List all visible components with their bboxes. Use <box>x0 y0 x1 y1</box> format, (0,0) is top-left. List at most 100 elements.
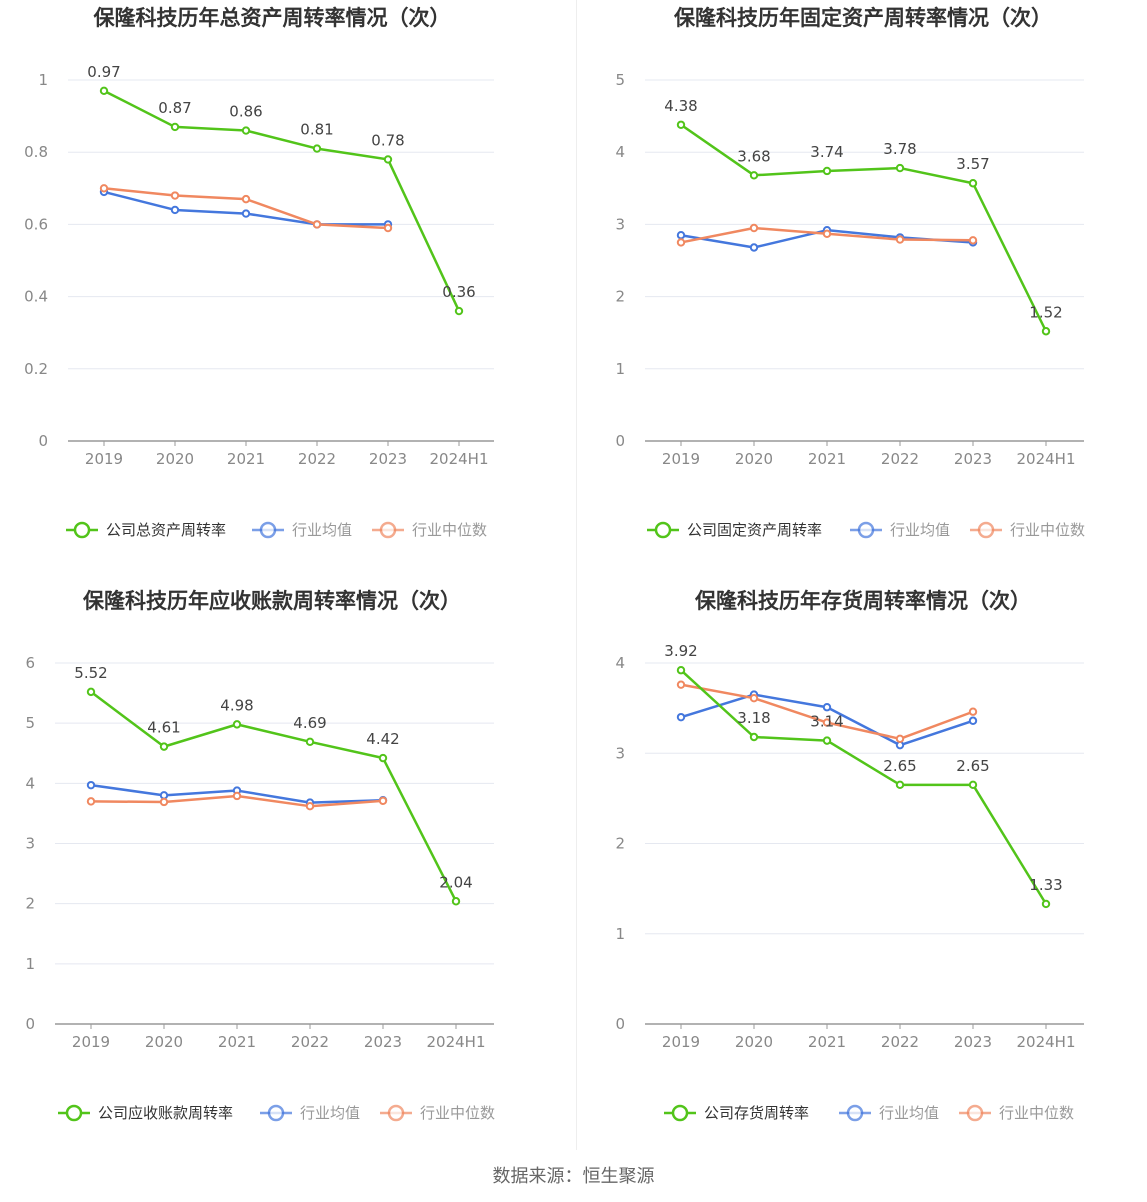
legend-marker-icon <box>65 1104 83 1122</box>
data-label: 3.78 <box>883 140 916 158</box>
data-point-median[interactable] <box>305 801 315 811</box>
data-point-company[interactable] <box>895 780 905 790</box>
data-point-avg[interactable] <box>822 703 832 712</box>
y-tick-label: 1 <box>615 360 625 378</box>
data-point-avg[interactable] <box>676 231 686 240</box>
data-point-median[interactable] <box>86 797 96 806</box>
data-point-company[interactable] <box>451 897 461 906</box>
data-point-median[interactable] <box>895 235 905 244</box>
x-tick-label: 2019 <box>662 450 700 468</box>
legend-item-median[interactable]: 行业中位数 <box>372 521 487 539</box>
data-point-avg[interactable] <box>749 243 759 252</box>
legend-item-company[interactable]: 公司固定资产周转率 <box>647 521 822 539</box>
data-point-median[interactable] <box>895 734 905 744</box>
x-tick-label: 2022 <box>291 1033 329 1051</box>
y-tick-label: 3 <box>615 744 625 762</box>
data-point-median[interactable] <box>241 194 251 204</box>
data-point-company[interactable] <box>378 753 388 763</box>
data-point-company[interactable] <box>749 171 759 180</box>
legend-item-company[interactable]: 公司存货周转率 <box>664 1104 809 1122</box>
data-point-company[interactable] <box>749 732 759 742</box>
data-point-company[interactable] <box>241 126 251 135</box>
legend-item-avg[interactable]: 行业均值 <box>839 1104 939 1122</box>
legend-marker-icon <box>387 1104 405 1122</box>
data-point-median[interactable] <box>968 236 978 245</box>
legend-item-avg[interactable]: 行业均值 <box>252 521 352 539</box>
data-label: 0.78 <box>371 131 404 149</box>
data-label: 3.92 <box>664 642 697 660</box>
data-point-company[interactable] <box>305 737 315 747</box>
data-point-company[interactable] <box>232 720 242 729</box>
data-point-avg[interactable] <box>968 716 978 725</box>
data-label: 2.04 <box>439 873 472 891</box>
data-point-median[interactable] <box>822 718 832 727</box>
data-point-company[interactable] <box>99 86 109 96</box>
x-tick-label: 2021 <box>808 450 846 468</box>
x-tick-label: 2019 <box>85 450 123 468</box>
data-point-median[interactable] <box>968 707 978 716</box>
data-point-median[interactable] <box>312 220 322 229</box>
y-tick-label: 4 <box>615 654 625 672</box>
data-point-company[interactable] <box>1041 327 1051 336</box>
data-point-company[interactable] <box>454 306 464 316</box>
y-tick-label: 2 <box>25 895 35 913</box>
legend-label: 公司存货周转率 <box>704 1104 809 1122</box>
data-point-median[interactable] <box>232 791 242 801</box>
legend-item-median[interactable]: 行业中位数 <box>959 1104 1074 1122</box>
data-point-median[interactable] <box>99 184 109 193</box>
data-point-company[interactable] <box>968 179 978 188</box>
legend-item-company[interactable]: 公司应收账款周转率 <box>58 1104 233 1122</box>
series-line-company <box>680 669 1048 905</box>
data-point-median[interactable] <box>676 680 686 689</box>
data-point-median[interactable] <box>159 797 169 807</box>
data-label: 3.57 <box>956 155 989 173</box>
legend-item-median[interactable]: 行业中位数 <box>970 521 1085 539</box>
data-point-median[interactable] <box>378 796 388 805</box>
data-label: 0.97 <box>87 63 120 81</box>
data-point-company[interactable] <box>86 687 96 697</box>
y-tick-label: 0.2 <box>24 360 48 378</box>
data-point-company[interactable] <box>676 120 686 129</box>
chart-panel-inventory-turnover: 保隆科技历年存货周转率情况（次） 0 1 2 3 4 2019 2020 2021 2022 202… <box>577 575 1147 1155</box>
x-tick-label: 2020 <box>156 450 194 468</box>
data-point-avg[interactable] <box>170 205 180 215</box>
data-point-company[interactable] <box>312 144 322 153</box>
data-point-avg[interactable] <box>159 791 169 800</box>
y-tick-label: 6 <box>25 654 35 672</box>
legend-item-company[interactable]: 公司总资产周转率 <box>66 521 226 539</box>
x-tick-label: 2020 <box>735 1033 773 1051</box>
data-point-median[interactable] <box>822 229 832 238</box>
data-point-company[interactable] <box>676 666 686 675</box>
x-tick-label: 2021 <box>808 1033 846 1051</box>
legend-marker-icon <box>379 521 397 539</box>
data-point-company[interactable] <box>170 122 180 132</box>
data-point-company[interactable] <box>822 736 832 745</box>
data-point-median[interactable] <box>749 223 759 233</box>
x-tick-label: 2019 <box>72 1033 110 1051</box>
data-point-company[interactable] <box>383 155 393 164</box>
data-point-median[interactable] <box>170 191 180 200</box>
data-point-company[interactable] <box>968 780 978 790</box>
data-point-avg[interactable] <box>241 209 251 218</box>
data-point-company[interactable] <box>822 166 832 176</box>
data-point-avg[interactable] <box>676 712 686 722</box>
data-point-company[interactable] <box>895 163 905 173</box>
data-point-median[interactable] <box>383 223 393 233</box>
data-label: 5.52 <box>74 664 107 682</box>
legend-marker-icon <box>977 521 995 539</box>
y-tick-label: 2 <box>615 288 625 306</box>
x-tick-label: 2023 <box>954 1033 992 1051</box>
y-tick-label: 5 <box>25 714 35 732</box>
y-tick-label: 0 <box>38 432 48 450</box>
legend-item-avg[interactable]: 行业均值 <box>260 1104 360 1122</box>
data-point-company[interactable] <box>1041 899 1051 909</box>
x-tick-label: 2023 <box>954 450 992 468</box>
data-point-median[interactable] <box>676 238 686 247</box>
legend-item-median[interactable]: 行业中位数 <box>380 1104 495 1122</box>
legend-item-avg[interactable]: 行业均值 <box>850 521 950 539</box>
data-point-company[interactable] <box>159 742 169 751</box>
data-label: 4.98 <box>220 696 253 714</box>
data-point-median[interactable] <box>749 693 759 703</box>
legend-marker-icon <box>671 1104 689 1122</box>
data-point-avg[interactable] <box>86 780 96 790</box>
